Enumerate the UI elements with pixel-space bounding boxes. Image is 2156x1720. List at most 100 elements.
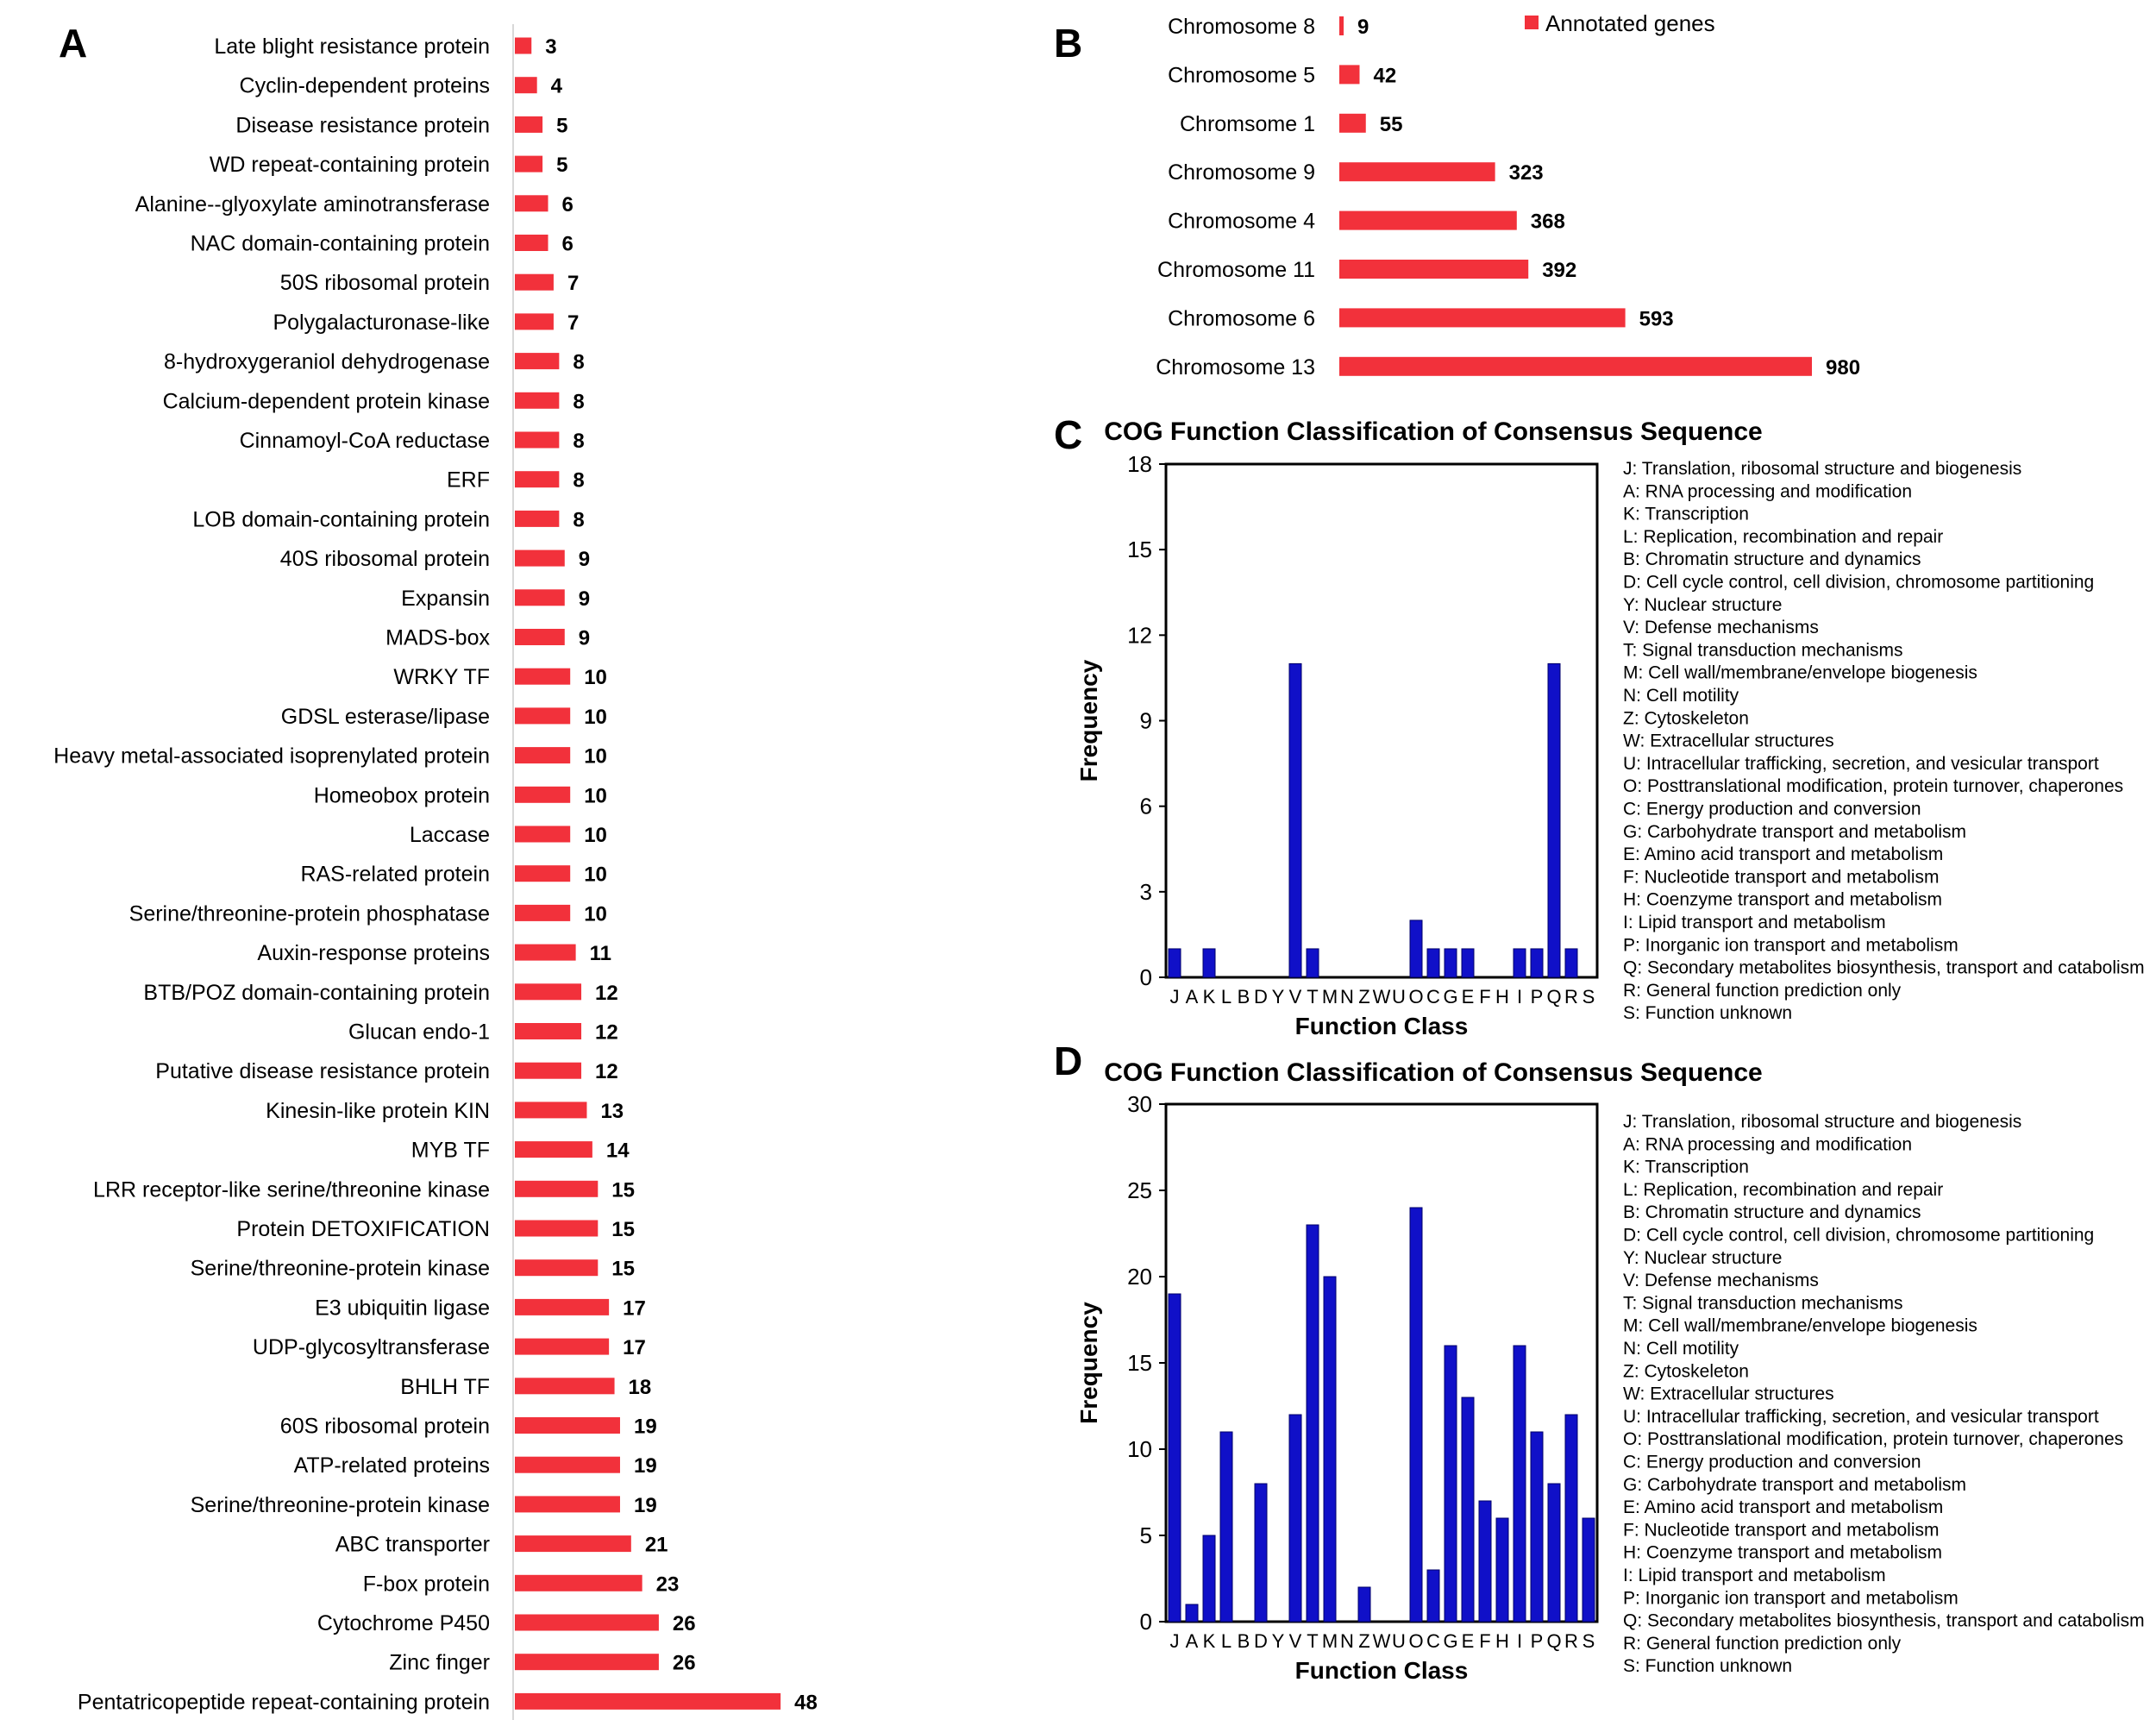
bar	[515, 77, 537, 94]
legend-entry: B: Chromatin structure and dynamics	[1623, 549, 1921, 569]
category-label: Homeobox protein	[314, 783, 490, 807]
x-tick-label: U	[1392, 1630, 1406, 1652]
x-tick-label: N	[1340, 986, 1354, 1008]
value-label: 4	[551, 75, 563, 98]
category-label: RAS-related protein	[300, 863, 490, 887]
y-axis-title: Frequency	[1075, 1302, 1102, 1424]
bar	[1339, 162, 1495, 182]
bar	[1513, 948, 1526, 978]
bar	[1582, 1517, 1595, 1623]
value-label: 10	[584, 666, 607, 689]
bar	[515, 1062, 582, 1079]
bar	[1288, 1414, 1302, 1623]
y-tick-label: 0	[1140, 1609, 1152, 1635]
bar	[515, 235, 548, 251]
x-tick-label: H	[1495, 986, 1509, 1008]
x-tick-label: G	[1443, 986, 1457, 1008]
x-tick-label: B	[1238, 1630, 1250, 1652]
legend-entry: O: Posttranslational modification, prote…	[1623, 776, 2123, 796]
y-tick-label: 3	[1140, 879, 1152, 905]
bar	[515, 747, 571, 764]
legend-entry: I: Lipid transport and metabolism	[1623, 913, 1886, 932]
x-tick-label: I	[1517, 986, 1522, 1008]
legend-entry: E: Amino acid transport and metabolism	[1623, 844, 1943, 864]
value-label: 10	[584, 784, 607, 807]
value-label: 48	[794, 1691, 818, 1714]
bar	[1444, 948, 1457, 978]
bar	[1202, 1535, 1216, 1623]
category-label: LRR receptor-like serine/threonine kinas…	[93, 1177, 490, 1202]
legend-entry: G: Carbohydrate transport and metabolism	[1623, 822, 1966, 842]
bar	[515, 273, 554, 291]
y-tick-label: 12	[1127, 622, 1152, 648]
value-label: 368	[1531, 210, 1565, 234]
category-label: 50S ribosomal protein	[280, 271, 490, 295]
bar	[515, 1338, 610, 1355]
legend-entry: G: Carbohydrate transport and metabolism	[1623, 1475, 1966, 1495]
category-label: UDP-glycosyltransferase	[253, 1335, 490, 1359]
panel-letter-b: B	[1054, 21, 1082, 66]
y-tick-label: 15	[1127, 1350, 1152, 1376]
x-tick-label: O	[1408, 1630, 1423, 1652]
value-label: 10	[584, 863, 607, 887]
bar	[1461, 1397, 1475, 1623]
category-label: WD repeat-containing protein	[210, 153, 490, 177]
x-tick-label: I	[1517, 1630, 1522, 1652]
category-label: LOB domain-containing protein	[192, 507, 490, 531]
legend-entry: Q: Secondary metabolites biosynthesis, t…	[1623, 958, 2145, 978]
value-label: 7	[567, 272, 579, 295]
bar	[515, 668, 571, 685]
bar	[515, 1220, 599, 1237]
category-label: Zinc finger	[389, 1651, 490, 1675]
category-label: Chromosome 9	[1168, 160, 1315, 185]
bar	[1513, 1345, 1526, 1623]
legend-entry: K: Transcription	[1623, 1158, 1749, 1177]
bar	[515, 392, 560, 409]
x-tick-label: V	[1289, 986, 1302, 1008]
bar	[515, 1496, 620, 1513]
x-tick-label: K	[1203, 986, 1216, 1008]
legend-entry: W: Extracellular structures	[1623, 731, 1834, 751]
category-label: Calcium-dependent protein kinase	[163, 389, 490, 413]
legend-entry: Q: Secondary metabolites biosynthesis, t…	[1623, 1611, 2145, 1631]
legend-entry: Z: Cytoskeleton	[1623, 1361, 1749, 1381]
legend-label: Annotated genes	[1545, 10, 1715, 36]
category-label: Polygalacturonase-like	[273, 311, 490, 335]
x-tick-label: F	[1479, 986, 1490, 1008]
value-label: 17	[623, 1336, 646, 1359]
category-label: Putative disease resistance protein	[155, 1059, 490, 1083]
bar	[1323, 1276, 1337, 1623]
value-label: 26	[673, 1652, 696, 1675]
legend-entry: D: Cell cycle control, cell division, ch…	[1623, 1226, 2094, 1246]
value-label: 3	[545, 35, 556, 59]
bar	[1495, 1517, 1509, 1623]
x-tick-label: C	[1426, 986, 1440, 1008]
bar	[1339, 16, 1344, 35]
x-tick-label: G	[1443, 1630, 1457, 1652]
legend-entry: R: General function prediction only	[1623, 1634, 1902, 1654]
y-tick-label: 10	[1127, 1436, 1152, 1462]
bar	[1168, 1293, 1181, 1623]
legend-entry: U: Intracellular trafficking, secretion,…	[1623, 1407, 2099, 1427]
x-tick-label: F	[1479, 1630, 1490, 1652]
category-label: 60S ribosomal protein	[280, 1415, 490, 1439]
category-label: MADS-box	[385, 626, 490, 650]
bar	[515, 825, 571, 843]
x-tick-label: R	[1564, 986, 1578, 1008]
bar	[515, 549, 565, 567]
value-label: 26	[673, 1612, 696, 1635]
category-label: F-box protein	[363, 1572, 490, 1596]
y-tick-label: 20	[1127, 1264, 1152, 1290]
y-axis-title: Frequency	[1075, 659, 1102, 782]
chart-title: COG Function Classification of Consensus…	[1104, 1058, 1762, 1087]
bar	[515, 313, 554, 330]
legend-entry: L: Replication, recombination and repair	[1623, 527, 1943, 547]
y-tick-label: 5	[1140, 1522, 1152, 1548]
x-tick-label: W	[1373, 1630, 1391, 1652]
value-label: 19	[634, 1454, 657, 1478]
category-label: Expansin	[401, 587, 490, 611]
category-label: MYB TF	[411, 1139, 490, 1163]
value-label: 12	[595, 1060, 618, 1083]
legend-entry: D: Cell cycle control, cell division, ch…	[1623, 573, 2094, 593]
